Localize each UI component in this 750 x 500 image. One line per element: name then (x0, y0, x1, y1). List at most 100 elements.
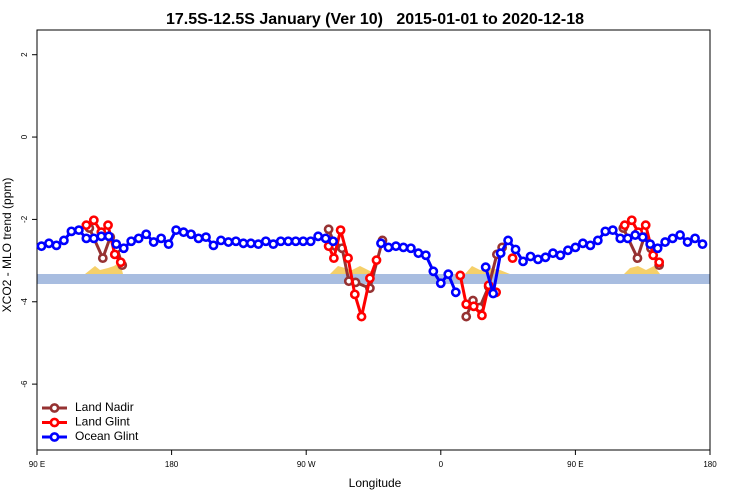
x-tick-label: 90 W (297, 460, 316, 469)
point (178, 227, 189, 238)
point (126, 236, 137, 247)
point (223, 237, 234, 247)
x-axis-label: Longitude (349, 476, 402, 490)
point (356, 311, 367, 322)
point (365, 273, 375, 284)
point (443, 269, 454, 280)
point (548, 248, 558, 259)
point (405, 243, 416, 254)
point (540, 252, 551, 263)
series-line (87, 227, 661, 318)
point (577, 238, 588, 249)
point (305, 236, 316, 247)
point (533, 254, 543, 265)
point (585, 240, 596, 251)
point (488, 288, 499, 299)
point (525, 251, 536, 262)
point (667, 233, 678, 244)
point (349, 289, 360, 300)
point (518, 256, 528, 267)
point (81, 220, 92, 231)
point (59, 235, 69, 246)
point (697, 239, 708, 250)
point (619, 220, 630, 231)
point (477, 310, 487, 321)
point (133, 233, 144, 244)
point (186, 229, 196, 240)
point (675, 230, 685, 240)
point (44, 238, 54, 249)
band-bump (330, 266, 376, 274)
point (652, 243, 663, 254)
point (510, 244, 521, 255)
point (461, 311, 472, 322)
x-tick-label: 90 E (29, 460, 45, 469)
point (607, 225, 618, 236)
point (118, 243, 129, 254)
y-tick-label: -2 (20, 215, 29, 223)
y-tick-label: 0 (20, 134, 29, 139)
point (507, 253, 518, 264)
point (637, 232, 648, 243)
point (231, 236, 241, 247)
legend-marker (49, 417, 60, 428)
point (109, 249, 120, 260)
point (81, 233, 92, 244)
point (455, 270, 466, 281)
y-tick-label: 2 (20, 52, 29, 57)
point (626, 215, 637, 226)
point (654, 257, 665, 268)
point (253, 239, 264, 250)
point (335, 225, 346, 236)
legend-label: Land Nadir (75, 400, 134, 414)
y-tick-label: -6 (20, 380, 29, 388)
point (555, 250, 566, 261)
point (238, 238, 249, 249)
point (111, 239, 122, 250)
legend-label: Land Glint (75, 415, 130, 429)
point (163, 239, 174, 250)
point (648, 250, 659, 261)
point (660, 237, 671, 247)
point (682, 237, 693, 247)
point (398, 242, 409, 253)
point (298, 236, 309, 247)
point (383, 242, 394, 253)
point (66, 226, 77, 237)
point (343, 253, 353, 264)
point (115, 257, 126, 268)
point (103, 231, 114, 242)
x-tick-label: 90 E (567, 460, 583, 469)
point (600, 226, 611, 237)
point (371, 255, 382, 266)
point (260, 236, 271, 247)
point (88, 215, 99, 226)
legend-marker (49, 432, 60, 442)
point (435, 278, 446, 289)
point (328, 253, 339, 264)
point (690, 233, 700, 244)
point (413, 248, 424, 259)
point (245, 238, 256, 249)
legend-label: Ocean Glint (75, 429, 139, 443)
point (171, 225, 181, 236)
point (323, 224, 334, 235)
point (73, 225, 84, 236)
point (495, 248, 506, 259)
point (148, 237, 159, 247)
point (632, 253, 643, 264)
point (97, 253, 108, 264)
point (592, 235, 603, 246)
point (51, 240, 62, 251)
point (622, 233, 633, 244)
point (428, 266, 439, 277)
plot-frame (36, 29, 711, 451)
chart-title: 17.5S-12.5S January (Ver 10) 2015-01-01 … (166, 11, 584, 28)
point (630, 230, 641, 240)
point (640, 220, 651, 231)
point (468, 301, 479, 312)
point (461, 299, 472, 310)
point (615, 233, 626, 244)
point (570, 242, 581, 253)
